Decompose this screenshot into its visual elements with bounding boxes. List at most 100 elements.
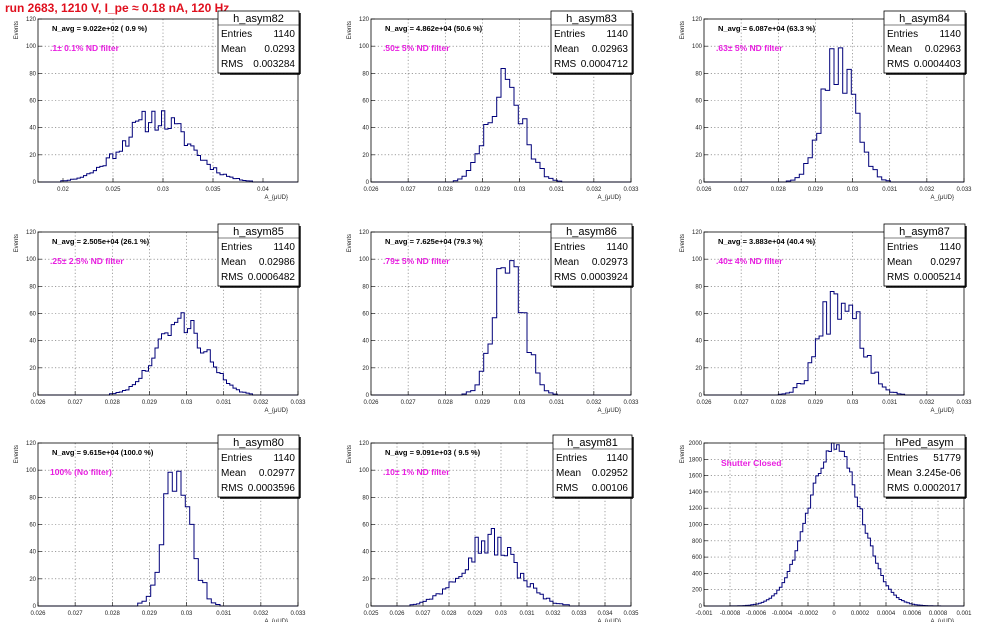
stats-value-rms: 0.0002017 (914, 483, 962, 494)
x-tick-label: 0.029 (808, 400, 824, 406)
x-tick-label: 0.028 (438, 400, 454, 406)
stats-label-entries: Entries (887, 29, 918, 40)
x-tick-label: 0.028 (771, 400, 787, 406)
y-tick-label: 40 (695, 339, 702, 345)
page-title: run 2683, 1210 V, I_pe ≈ 0.18 nA, 120 Hz (5, 1, 230, 15)
y-tick-label: 60 (362, 523, 369, 529)
y-tick-label: 20 (29, 366, 36, 372)
filter-annotation: .25± 2.5% ND filter (50, 256, 124, 266)
stats-value-rms: 0.0004712 (581, 59, 629, 70)
y-tick-label: 20 (695, 366, 702, 372)
n-avg-annotation: N_avg = 9.615e+04 (100.0 %) (52, 448, 154, 457)
x-tick-label: 0.031 (519, 611, 535, 617)
stats-value-entries: 1140 (939, 242, 961, 253)
histogram-series-h_asym83 (371, 68, 631, 183)
y-tick-label: 40 (29, 339, 36, 345)
y-tick-label: 1600 (689, 474, 703, 480)
x-axis-label: A_{μUD} (598, 619, 621, 622)
x-tick-label: 0.032 (545, 611, 561, 617)
histogram-panel-h_asym83: 0.026 0.027 0.028 0.029 0.03 0.031 0.032 0.033 0… (347, 10, 639, 201)
y-tick-label: 60 (695, 312, 702, 318)
x-tick-label: 0.032 (586, 400, 602, 406)
y-tick-label: 100 (26, 44, 37, 50)
stats-value-mean: 0.02973 (592, 257, 629, 268)
stats-value-rms: 0.0005214 (914, 272, 962, 283)
x-tick-label: 0.028 (105, 400, 121, 406)
x-tick-label: 0.03 (181, 400, 193, 406)
x-tick-label: 0.03 (514, 400, 526, 406)
x-tick-label: 0.032 (253, 611, 269, 617)
x-tick-label: 0.032 (253, 400, 269, 406)
x-tick-label: 0.026 (363, 187, 379, 193)
y-tick-label: 40 (362, 126, 369, 132)
y-tick-label: 20 (362, 577, 369, 583)
stats-value-entries: 1140 (606, 453, 628, 464)
stats-name: h_asym84 (899, 13, 950, 25)
stats-box (552, 434, 633, 498)
stats-box (550, 10, 633, 74)
y-tick-label: 100 (359, 44, 370, 50)
x-tick-label: 0.033 (623, 400, 639, 406)
stats-box (550, 223, 633, 287)
x-tick-label: 0.025 (105, 187, 121, 193)
stats-value-rms: 0.0006482 (248, 272, 296, 283)
x-tick-label: 0.029 (475, 187, 491, 193)
x-tick-label: 0.027 (401, 187, 417, 193)
stats-label-mean: Mean (221, 257, 246, 268)
histogram-panel-hPed_asym: -0.001 -0.0008 -0.0006 -0.0004 -0.0002 0 0.000… (680, 434, 972, 622)
x-tick-label: 0.029 (467, 611, 483, 617)
stats-label-rms: RMS (221, 272, 244, 283)
stats-box (883, 223, 966, 287)
histogram-panel-h_asym80: 0.026 0.027 0.028 0.029 0.03 0.031 0.032 0.033 0… (14, 434, 306, 622)
stats-value-rms: 0.0003596 (248, 483, 296, 494)
y-tick-label: 0 (699, 393, 703, 399)
y-tick-label: 0 (33, 180, 37, 186)
x-tick-label: 0.029 (142, 611, 158, 617)
y-tick-label: 120 (692, 230, 703, 236)
y-tick-label: 60 (29, 99, 36, 105)
y-axis-label: Events (680, 234, 686, 252)
x-tick-label: 0.033 (571, 611, 587, 617)
y-tick-label: 60 (29, 523, 36, 529)
stats-value-entries: 1140 (939, 29, 961, 40)
x-tick-label: -0.0002 (798, 611, 819, 617)
n-avg-annotation: N_avg = 4.862e+04 (50.6 %) (385, 24, 483, 33)
x-tick-label: 0.03 (495, 611, 507, 617)
stats-value-mean: 0.02952 (592, 468, 629, 479)
y-tick-label: 100 (692, 44, 703, 50)
x-tick-label: 0.027 (734, 187, 750, 193)
x-tick-label: 0.0008 (929, 611, 948, 617)
stats-value-rms: 0.00106 (592, 483, 629, 494)
x-tick-label: 0.029 (808, 187, 824, 193)
stats-value-mean: 0.0293 (264, 44, 295, 55)
y-tick-label: 80 (29, 71, 36, 77)
y-tick-label: 100 (26, 257, 37, 263)
y-tick-label: 40 (362, 550, 369, 556)
y-tick-label: 60 (29, 312, 36, 318)
x-tick-label: 0.0004 (877, 611, 896, 617)
x-tick-label: 0.027 (401, 400, 417, 406)
x-tick-label: 0.02 (57, 187, 69, 193)
y-axis-label: Events (14, 234, 20, 252)
x-tick-label: -0.0008 (720, 611, 741, 617)
y-tick-label: 80 (362, 71, 369, 77)
stats-value-entries: 1140 (606, 242, 628, 253)
x-tick-label: 0.026 (696, 187, 712, 193)
x-tick-label: 0.031 (549, 400, 565, 406)
stats-value-entries: 1140 (273, 29, 295, 40)
stats-name: h_asym80 (233, 437, 284, 449)
y-tick-label: 20 (362, 366, 369, 372)
stats-value-mean: 0.02963 (592, 44, 629, 55)
y-tick-label: 60 (362, 99, 369, 105)
stats-label-rms: RMS (556, 483, 579, 494)
filter-annotation: .79± 5% ND filter (383, 256, 450, 266)
y-tick-label: 120 (26, 17, 37, 23)
y-tick-label: 20 (695, 153, 702, 159)
x-tick-label: 0.0006 (903, 611, 922, 617)
histogram-panel-h_asym81: 0.025 0.026 0.027 0.028 0.029 0.03 0.031 0.032 0… (347, 434, 639, 622)
y-tick-label: 20 (362, 153, 369, 159)
y-tick-label: 80 (29, 284, 36, 290)
x-tick-label: 0.026 (696, 400, 712, 406)
n-avg-annotation: N_avg = 2.505e+04 (26.1 %) (52, 237, 150, 246)
stats-value-mean: 0.02963 (925, 44, 962, 55)
